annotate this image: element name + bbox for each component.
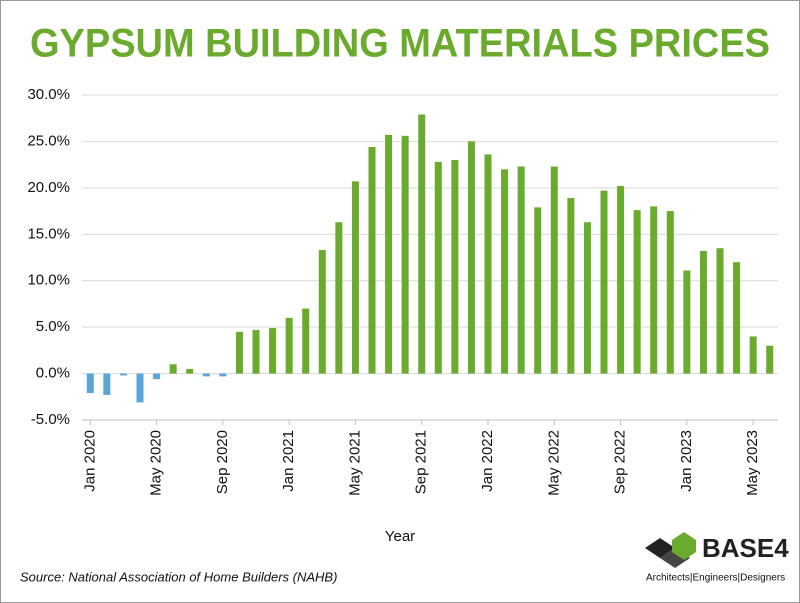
x-tick-label: May 2020 bbox=[148, 430, 165, 496]
bar bbox=[666, 211, 674, 374]
bar bbox=[567, 198, 575, 374]
bar bbox=[169, 364, 177, 374]
logo-tagline: Architects|Engineers|Designers bbox=[646, 573, 785, 584]
chart-title: GYPSUM BUILDING MATERIALS PRICES bbox=[30, 22, 770, 66]
y-tick-label: 20.0% bbox=[27, 179, 70, 196]
bar bbox=[401, 135, 409, 374]
bar bbox=[766, 345, 774, 374]
bar bbox=[617, 186, 625, 374]
x-tick-label: Jan 2022 bbox=[479, 430, 496, 492]
bar bbox=[351, 181, 359, 374]
bar bbox=[119, 373, 127, 376]
bar bbox=[418, 114, 426, 374]
bar bbox=[186, 368, 194, 374]
x-tick-label: Sep 2021 bbox=[413, 430, 430, 494]
bar bbox=[451, 160, 459, 374]
x-axis-label: Year bbox=[385, 528, 415, 545]
x-tick-label: May 2021 bbox=[346, 430, 363, 496]
x-tick-label: Sep 2022 bbox=[612, 430, 629, 494]
bar bbox=[600, 190, 608, 374]
bar bbox=[285, 317, 293, 374]
bar bbox=[219, 373, 227, 377]
bar bbox=[103, 373, 111, 395]
x-tick-label: Jan 2020 bbox=[81, 430, 98, 492]
bar bbox=[716, 248, 724, 374]
bar bbox=[633, 210, 641, 374]
x-tick-label: Jan 2023 bbox=[678, 430, 695, 492]
bar bbox=[517, 166, 525, 374]
bar bbox=[550, 166, 558, 374]
bar bbox=[484, 154, 492, 374]
bar bbox=[434, 161, 442, 374]
y-tick-label: 15.0% bbox=[27, 225, 70, 242]
bar bbox=[467, 141, 475, 374]
bar bbox=[733, 262, 741, 374]
bar bbox=[318, 250, 326, 374]
bar bbox=[534, 207, 542, 374]
bar bbox=[368, 147, 376, 374]
y-tick-label: 25.0% bbox=[27, 132, 70, 149]
bar bbox=[252, 329, 260, 374]
y-tick-label: 10.0% bbox=[27, 272, 70, 289]
bar bbox=[136, 373, 144, 403]
bar bbox=[302, 308, 310, 374]
x-tick-label: May 2023 bbox=[744, 430, 761, 496]
bar bbox=[699, 251, 707, 374]
logo-name: BASE4 bbox=[702, 533, 789, 563]
bar bbox=[235, 331, 243, 374]
y-tick-label: 5.0% bbox=[36, 318, 70, 335]
logo-shape bbox=[672, 532, 696, 560]
y-tick-label: -5.0% bbox=[31, 411, 70, 428]
bar bbox=[202, 373, 210, 377]
logo: BASE4 Architects|Engineers|Designers bbox=[645, 532, 789, 584]
bar bbox=[335, 222, 343, 374]
bar bbox=[683, 270, 691, 374]
bar bbox=[269, 328, 277, 374]
y-tick-label: 30.0% bbox=[27, 86, 70, 103]
x-tick-label: Sep 2020 bbox=[214, 430, 231, 494]
source: Source: National Association of Home Bui… bbox=[20, 569, 337, 584]
x-tick-label: May 2022 bbox=[545, 430, 562, 496]
bar bbox=[650, 206, 658, 374]
y-tick-label: 0.0% bbox=[36, 365, 70, 382]
bar bbox=[749, 336, 757, 374]
bar bbox=[86, 373, 94, 394]
x-tick-label: Jan 2021 bbox=[280, 430, 297, 492]
bar bbox=[153, 373, 161, 380]
bar bbox=[385, 134, 393, 374]
bar bbox=[583, 222, 591, 374]
bar bbox=[501, 169, 509, 374]
